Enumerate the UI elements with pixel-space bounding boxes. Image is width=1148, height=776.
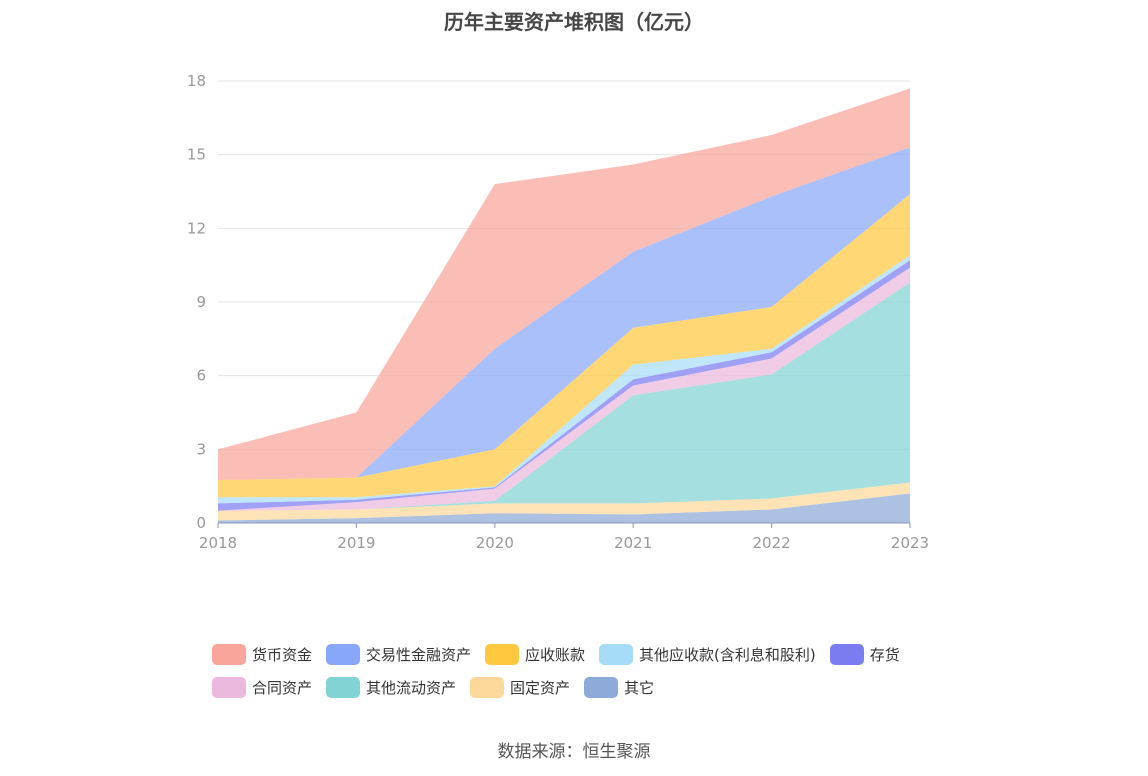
y-tick-label: 15 — [187, 146, 206, 164]
legend-row-2: 合同资产 其他流动资产 固定资产 其它 — [212, 671, 972, 704]
legend-item-other-receivables[interactable]: 其他应收款(含利息和股利) — [599, 644, 816, 665]
legend-label-receivables: 应收账款 — [525, 646, 586, 664]
legend-label-cash: 货币资金 — [252, 646, 313, 664]
series-area-2 — [218, 282, 910, 511]
series-area-6 — [218, 194, 910, 498]
series-area-8 — [218, 88, 910, 481]
legend-swatch-other-receivables — [599, 644, 634, 665]
legend-label-contract-assets: 合同资产 — [252, 679, 313, 697]
legend-label-other: 其它 — [624, 679, 655, 697]
legend-swatch-cash — [212, 644, 246, 665]
legend-item-cash[interactable]: 货币资金 — [212, 644, 312, 665]
y-tick-label: 9 — [196, 293, 206, 311]
x-tick-label: 2019 — [337, 534, 375, 552]
y-tick-label: 3 — [196, 440, 206, 458]
legend-row-1: 货币资金 交易性金融资产 应收账款 其他应收款(含利息和股利) 存货 — [212, 638, 972, 671]
series-area-0 — [218, 493, 910, 523]
series-area-1 — [218, 482, 910, 521]
chart-title: 历年主要资产堆积图（亿元） — [444, 10, 704, 34]
legend-item-receivables[interactable]: 应收账款 — [485, 644, 585, 665]
legend-swatch-other — [584, 677, 619, 698]
x-tick-label: 2023 — [891, 534, 929, 552]
x-tick-label: 2020 — [476, 534, 514, 552]
x-tick-label: 2018 — [199, 534, 237, 552]
legend-swatch-other-current-assets — [326, 677, 361, 698]
series-area-7 — [218, 147, 910, 481]
x-tick-label: 2021 — [614, 534, 652, 552]
x-tick-label: 2022 — [753, 534, 791, 552]
legend-item-contract-assets[interactable]: 合同资产 — [212, 677, 312, 698]
y-tick-label: 0 — [196, 514, 206, 532]
legend-label-other-receivables: 其他应收款(含利息和股利) — [639, 646, 816, 664]
legend-label-fixed-assets: 固定资产 — [510, 679, 571, 697]
y-tick-label: 18 — [187, 72, 206, 90]
legend-item-other-current-assets[interactable]: 其他流动资产 — [326, 677, 456, 698]
y-tick-label: 12 — [187, 219, 206, 237]
legend-item-other[interactable]: 其它 — [584, 677, 654, 698]
legend-item-inventory[interactable]: 存货 — [829, 644, 900, 665]
legend-swatch-trading-assets — [326, 644, 361, 665]
legend-swatch-inventory — [829, 644, 864, 665]
stacked-area-chart: 0 3 6 9 12 15 18 2018 2019 2020 2021 2022 2023 — [187, 72, 929, 552]
legend-item-fixed-assets[interactable]: 固定资产 — [470, 677, 570, 698]
legend-item-trading-assets[interactable]: 交易性金融资产 — [326, 644, 471, 665]
legend-swatch-fixed-assets — [470, 677, 505, 698]
chart-legend: 货币资金 交易性金融资产 应收账款 其他应收款(含利息和股利) 存货 合同资产 … — [212, 638, 972, 704]
legend-swatch-receivables — [485, 644, 520, 665]
legend-label-trading-assets: 交易性金融资产 — [366, 646, 472, 664]
legend-label-inventory: 存货 — [869, 646, 900, 664]
y-tick-label: 6 — [196, 367, 206, 385]
legend-label-other-current-assets: 其他流动资产 — [366, 679, 457, 697]
data-source: 数据来源：恒生聚源 — [497, 742, 651, 762]
legend-swatch-contract-assets — [212, 677, 246, 698]
